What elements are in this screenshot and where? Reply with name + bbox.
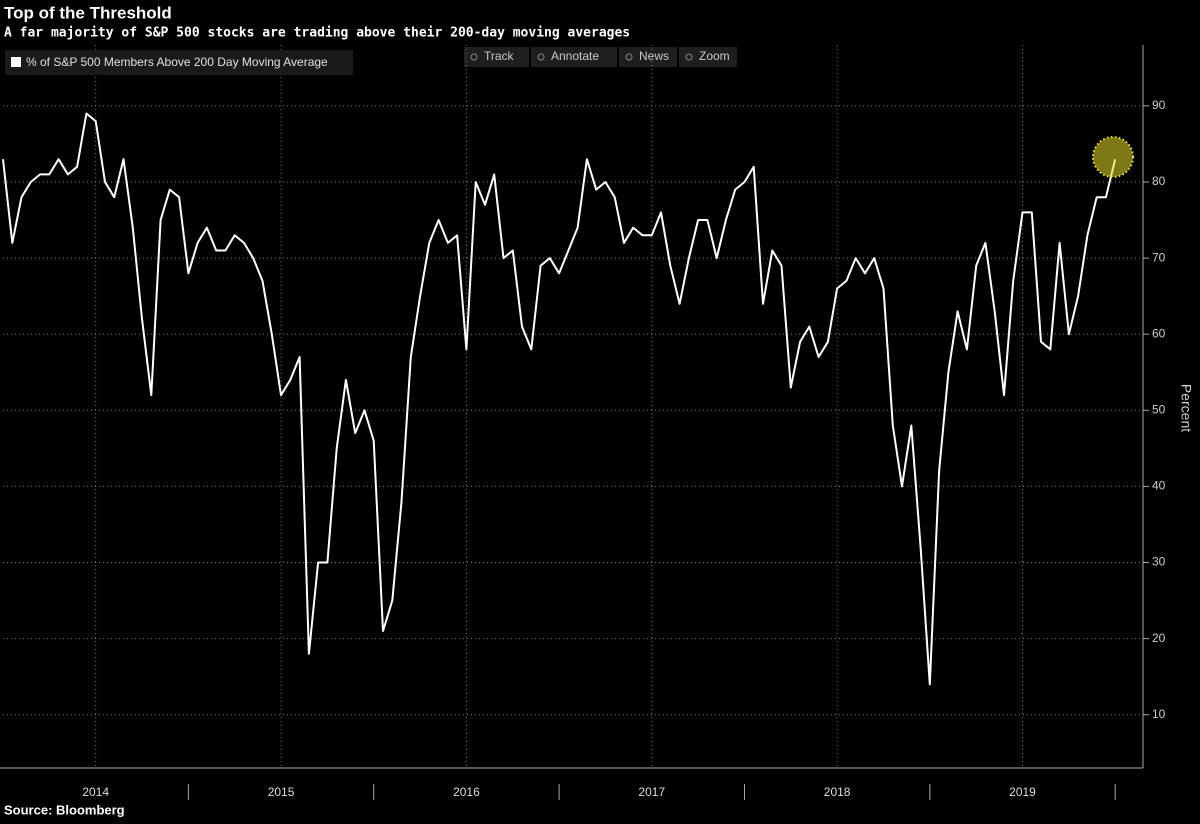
toolbar-label[interactable]: Track — [484, 49, 515, 63]
highlight-circle — [1092, 136, 1134, 178]
x-tick-label: 2015 — [268, 785, 295, 799]
toolbar-button-bg[interactable] — [619, 47, 677, 67]
y-tick-label: 80 — [1152, 174, 1166, 188]
y-tick-label: 50 — [1152, 402, 1166, 416]
toolbar-button[interactable]: Annotate — [531, 47, 617, 67]
legend: % of S&P 500 Members Above 200 Day Movin… — [5, 50, 353, 75]
y-axis-label: Percent — [1178, 384, 1194, 432]
y-tick-label: 30 — [1152, 555, 1166, 569]
chart-subtitle: A far majority of S&P 500 stocks are tra… — [4, 26, 630, 41]
x-tick-label: 2018 — [824, 785, 851, 799]
toolbar-label[interactable]: Zoom — [699, 49, 730, 63]
source: Source: Bloomberg — [4, 802, 125, 817]
y-tick-label: 10 — [1152, 707, 1166, 721]
x-tick-label: 2017 — [638, 785, 665, 799]
y-tick-label: 70 — [1152, 250, 1166, 264]
toolbar-label[interactable]: News — [639, 49, 669, 63]
toolbar-icon[interactable] — [685, 53, 693, 61]
toolbar-button[interactable]: Track — [464, 47, 529, 67]
legend-swatch — [11, 57, 21, 67]
y-tick-label: 90 — [1152, 98, 1166, 112]
toolbar-label[interactable]: Annotate — [551, 49, 599, 63]
toolbar-button-bg[interactable] — [679, 47, 737, 67]
toolbar-icon[interactable] — [537, 53, 545, 61]
y-tick-label: 20 — [1152, 631, 1166, 645]
toolbar-icon[interactable] — [470, 53, 478, 61]
x-tick-label: 2019 — [1009, 785, 1036, 799]
x-tick-label: 2016 — [453, 785, 480, 799]
y-tick-label: 60 — [1152, 326, 1166, 340]
toolbar-button[interactable]: News — [619, 47, 677, 67]
data-line — [2, 112, 1117, 686]
y-tick-label: 40 — [1152, 479, 1166, 493]
chart-title: Top of the Threshold — [4, 3, 172, 22]
plot-area: 10 20 30 40 50 60 70 80 90 2014 2015 2016 2017 2018 20… — [0, 45, 1166, 800]
toolbar-button-bg[interactable] — [464, 47, 529, 67]
x-tick-label: 2014 — [82, 785, 109, 799]
toolbar: Track Annotate News Zoom — [464, 47, 737, 67]
toolbar-button[interactable]: Zoom — [679, 47, 737, 67]
toolbar-icon[interactable] — [625, 53, 633, 61]
legend-box — [5, 50, 353, 75]
legend-label: % of S&P 500 Members Above 200 Day Movin… — [26, 55, 328, 69]
toolbar-button-bg[interactable] — [531, 47, 617, 67]
